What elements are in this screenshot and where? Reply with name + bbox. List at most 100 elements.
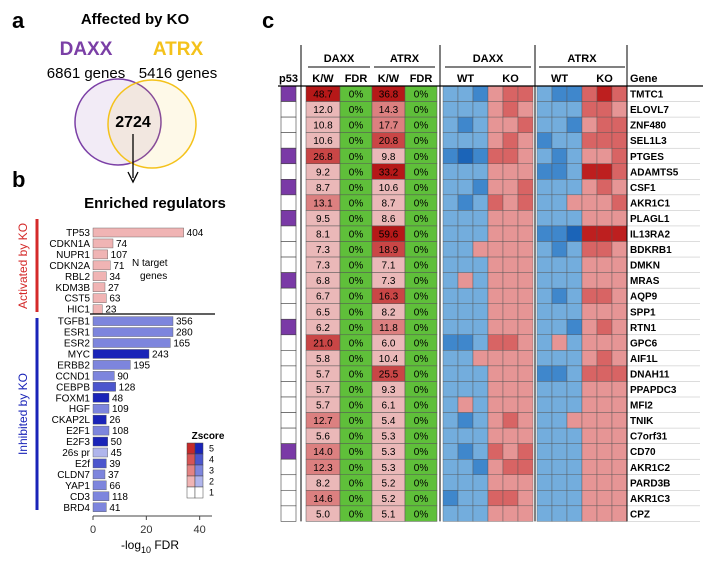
heatmap-daxx-wt-cell [442, 225, 459, 242]
annotation-line-2: genes [140, 271, 167, 282]
bar-value-label: 118 [112, 492, 128, 503]
atrx-fdr-cell-text: 0% [414, 416, 429, 427]
daxx-fdr-cell-text: 0% [349, 416, 364, 427]
atrx-kw-cell-text: 5.4 [382, 416, 396, 427]
heatmap-atrx-ko-cell [581, 334, 598, 351]
heatmap-atrx-wt-cell [536, 163, 553, 180]
heatmap-atrx-ko-cell [581, 490, 598, 507]
daxx-fdr-cell-text: 0% [349, 494, 364, 505]
heatmap-daxx-ko-cell [502, 287, 519, 304]
atrx-kw-cell-text: 25.5 [379, 369, 399, 380]
bar-value-label: 48 [112, 393, 124, 404]
legend-swatch-inhibited [194, 464, 204, 477]
heatmap-daxx-wt-cell [472, 272, 489, 289]
heatmap-daxx-wt-cell [442, 210, 459, 227]
heatmap-daxx-ko-cell [517, 474, 534, 491]
heatmap-daxx-ko-cell [502, 427, 519, 444]
heatmap-atrx-ko-cell [611, 303, 628, 320]
gene-name: ZNF480 [630, 121, 667, 132]
heatmap-daxx-wt-cell [457, 381, 474, 398]
p53-cell [280, 381, 297, 398]
bar-value-label: 34 [109, 272, 121, 283]
table-row: 10.8 0% 17.7 0% ZNF480 [280, 116, 700, 133]
heatmap-daxx-ko-cell [487, 210, 504, 227]
heatmap-atrx-ko-cell [596, 474, 613, 491]
panel-c-letter: c [262, 8, 274, 33]
atrx-kw-cell-text: 7.1 [382, 261, 396, 272]
legend-swatch-inhibited [194, 475, 204, 488]
heatmap-atrx-wt-cell [551, 319, 568, 336]
heatmap-daxx-wt-cell [472, 334, 489, 351]
daxx-kw-cell-text: 5.7 [316, 369, 330, 380]
gene-name: SPP1 [630, 307, 656, 318]
daxx-kw-cell-text: 14.6 [313, 494, 333, 505]
heatmap-daxx-wt-cell [472, 474, 489, 491]
p53-cell [280, 256, 297, 273]
heatmap-daxx-wt-cell [472, 210, 489, 227]
heatmap-atrx-ko-cell [596, 132, 613, 149]
bar-value-label: 128 [119, 382, 136, 393]
daxx-fdr-cell-text: 0% [349, 276, 364, 287]
heatmap-atrx-wt-cell [566, 210, 583, 227]
daxx-fdr-cell-text: 0% [349, 90, 364, 101]
bar [92, 436, 108, 447]
heatmap-atrx-ko-cell [611, 210, 628, 227]
atrx-fdr-cell-text: 0% [414, 509, 429, 520]
heatmap-atrx-ko-cell [611, 490, 628, 507]
legend-value: 4 [209, 455, 214, 465]
heatmap-atrx-wt-cell [536, 225, 553, 242]
heatmap-atrx-ko-cell [581, 116, 598, 133]
daxx-fdr-cell-text: 0% [349, 338, 364, 349]
heatmap-atrx-wt-cell [566, 505, 583, 522]
daxx-fdr-cell-text: 0% [349, 230, 364, 241]
p53-cell [280, 225, 297, 242]
heatmap-atrx-ko-cell [581, 163, 598, 180]
atrx-kw-cell-text: 5.3 [382, 447, 396, 458]
daxx-fdr-cell-text: 0% [349, 198, 364, 209]
p53-cell [280, 287, 297, 304]
p53-cell [280, 147, 297, 165]
heatmap-atrx-wt-cell [551, 427, 568, 444]
venn-left-circle [74, 78, 162, 166]
heatmap-daxx-wt-cell [472, 412, 489, 429]
daxx-kw-cell-text: 26.8 [313, 152, 333, 163]
heatmap-daxx-wt-cell [457, 459, 474, 475]
heatmap-daxx-wt-cell [457, 163, 474, 180]
atrx-kw-cell-text: 8.2 [382, 307, 396, 318]
heatmap-daxx-wt-cell [472, 365, 489, 382]
heatmap-daxx-wt-cell [442, 505, 459, 522]
gene-name: PPAPDC3 [630, 385, 677, 396]
p53-cell [280, 132, 297, 149]
atrx-fdr-cell-text: 0% [414, 214, 429, 225]
bar-value-label: 27 [108, 283, 120, 294]
heatmap-daxx-ko-cell [502, 334, 519, 351]
heatmap-atrx-wt-cell [551, 334, 568, 351]
header-atrx-stats: ATRX [390, 53, 420, 65]
heatmap-atrx-ko-cell [581, 241, 598, 258]
bar-value-label: 107 [111, 250, 128, 261]
heatmap-daxx-ko-cell [517, 241, 534, 258]
bar [92, 458, 107, 469]
bar-category-label: HGF [69, 404, 90, 415]
gene-name: MRAS [630, 276, 660, 287]
heatmap-atrx-ko-cell [581, 179, 598, 196]
heatmap-atrx-wt-cell [566, 179, 583, 196]
bar-category-label: CLDN7 [57, 470, 90, 481]
daxx-kw-cell-text: 5.7 [316, 401, 330, 412]
bar-category-label: CDKN2A [49, 261, 90, 272]
heatmap-daxx-ko-cell [487, 396, 504, 413]
heatmap-atrx-ko-cell [611, 427, 628, 444]
heatmap-daxx-wt-cell [472, 287, 489, 304]
atrx-kw-cell-text: 8.7 [382, 198, 396, 209]
heatmap-atrx-wt-cell [536, 241, 553, 258]
heatmap-daxx-wt-cell [442, 132, 459, 149]
heatmap-daxx-wt-cell [472, 350, 489, 367]
heatmap-atrx-ko-cell [596, 101, 613, 118]
bar-value-label: 50 [111, 437, 123, 448]
atrx-kw-cell-text: 11.8 [379, 323, 398, 334]
heatmap-daxx-ko-cell [487, 427, 504, 444]
bar-value-label: 23 [105, 305, 117, 316]
heatmap-atrx-wt-cell [536, 412, 553, 429]
bar-value-label: 243 [152, 349, 169, 360]
heatmap-daxx-ko-cell [502, 116, 519, 133]
